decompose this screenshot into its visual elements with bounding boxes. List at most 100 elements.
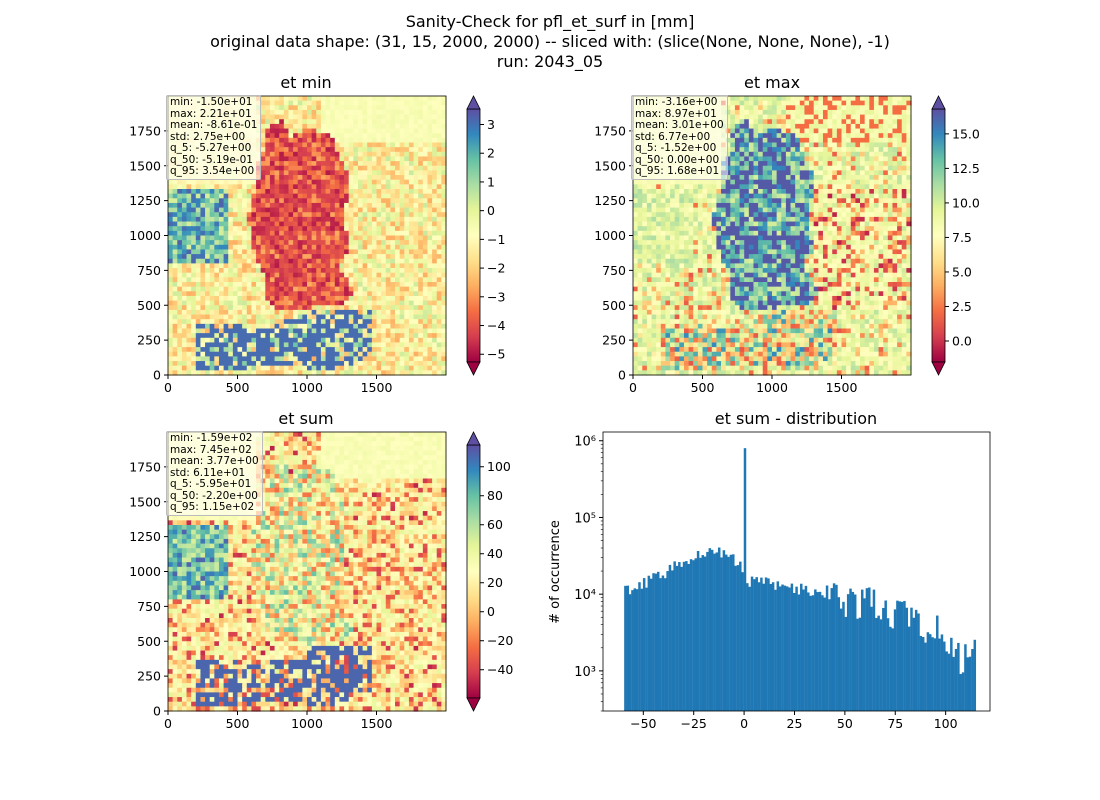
heatmap-cell xyxy=(191,347,197,353)
heatmap-cell xyxy=(237,263,243,269)
x-axis: 0 500 1000 1500 xyxy=(164,375,392,395)
heatmap-cell xyxy=(730,170,736,176)
heatmap-cell xyxy=(232,295,239,302)
heatmap-cell xyxy=(385,337,391,344)
heatmap-cell xyxy=(181,295,188,302)
heatmap-cell xyxy=(214,193,220,199)
heatmap-cell xyxy=(288,133,294,139)
heatmap-cell xyxy=(427,365,433,371)
heatmap-cell xyxy=(260,170,266,176)
heatmap-cell xyxy=(762,109,768,116)
heatmap-cell xyxy=(293,109,299,116)
heatmap-cell xyxy=(381,170,387,176)
heatmap-cell xyxy=(418,119,424,125)
heatmap-cell xyxy=(441,151,447,158)
heatmap-cell xyxy=(297,323,303,330)
heatmap-cell xyxy=(283,258,290,264)
heatmap-cell xyxy=(172,295,178,302)
heatmap-cell xyxy=(265,105,271,111)
heatmap-cell xyxy=(721,189,727,195)
heatmap-cell xyxy=(390,114,396,120)
heatmap-cell xyxy=(181,221,188,227)
heatmap-cell xyxy=(906,123,912,130)
heatmap-cell xyxy=(790,142,796,148)
heatmap-cell xyxy=(441,179,447,185)
heatmap-cell xyxy=(432,114,438,120)
heatmap-cell xyxy=(413,361,419,367)
heatmap-cell xyxy=(408,295,415,302)
heatmap-cell xyxy=(418,309,424,316)
heatmap-cell xyxy=(223,193,229,199)
heatmap-cell xyxy=(357,263,364,269)
heatmap-cell xyxy=(325,356,331,362)
heatmap-cell xyxy=(408,226,415,232)
heatmap-cell xyxy=(195,189,202,195)
heatmap-cell xyxy=(362,123,368,130)
heatmap-cell xyxy=(376,319,382,325)
heatmap-cell xyxy=(744,193,750,199)
heatmap-cell xyxy=(256,184,262,190)
heatmap-cell xyxy=(274,212,280,218)
heatmap-cell xyxy=(385,370,391,376)
heatmap-cell xyxy=(293,151,299,158)
heatmap-cell xyxy=(214,221,220,227)
heatmap-cell xyxy=(186,249,192,255)
heatmap-cell xyxy=(371,333,378,339)
heatmap-cell xyxy=(177,337,183,344)
heatmap-cell xyxy=(223,179,229,185)
heatmap-cell xyxy=(311,244,317,251)
heatmap-cell xyxy=(790,193,796,199)
heatmap-cell xyxy=(228,282,234,288)
heatmap-cell xyxy=(390,291,396,297)
heatmap-cell xyxy=(376,193,382,199)
heatmap-cell xyxy=(186,361,192,367)
heatmap-cell xyxy=(371,258,378,264)
heatmap-cell xyxy=(191,361,197,367)
heatmap-cell xyxy=(841,109,847,116)
heatmap-cell xyxy=(339,254,345,260)
heatmap-cell xyxy=(367,365,373,371)
heatmap-cell xyxy=(432,235,438,241)
heatmap-cell xyxy=(316,119,322,125)
heatmap-cell xyxy=(353,356,359,362)
heatmap-cell xyxy=(436,133,442,139)
heatmap-cell xyxy=(744,96,750,102)
heatmap-cell xyxy=(339,165,345,171)
heatmap-cell xyxy=(274,156,280,162)
heatmap-cell xyxy=(846,175,852,181)
heatmap-cell xyxy=(367,100,373,106)
heatmap-cell xyxy=(901,100,907,106)
heatmap-cell xyxy=(818,105,824,111)
heatmap-cell xyxy=(325,361,331,367)
heatmap-cell xyxy=(376,235,382,241)
heatmap-cell xyxy=(339,240,345,246)
heatmap-cell xyxy=(725,100,731,106)
heatmap-cell xyxy=(344,161,350,167)
heatmap-cell xyxy=(209,226,215,232)
heatmap-cell xyxy=(408,100,415,106)
heatmap-cell xyxy=(283,305,290,311)
heatmap-cell xyxy=(325,240,331,246)
heatmap-cell xyxy=(869,161,875,167)
heatmap-cell xyxy=(441,198,447,204)
heatmap-cell xyxy=(168,328,174,334)
heatmap-cell xyxy=(307,286,313,292)
heatmap-cell xyxy=(385,347,391,353)
heatmap-cell xyxy=(822,96,829,102)
heatmap-cell xyxy=(339,305,345,311)
heatmap-cell xyxy=(656,179,662,185)
heatmap-cell xyxy=(256,202,262,209)
heatmap-cell xyxy=(836,184,843,190)
heatmap-cell xyxy=(232,291,239,297)
heatmap-cell xyxy=(734,156,741,162)
heatmap-cell xyxy=(744,137,750,144)
heatmap-cell xyxy=(288,96,294,102)
heatmap-cell xyxy=(293,184,299,190)
heatmap-cell xyxy=(297,193,303,199)
heatmap-cell xyxy=(395,240,401,246)
heatmap-cell xyxy=(191,291,197,297)
heatmap-cell xyxy=(683,184,690,190)
heatmap-cell xyxy=(283,137,290,144)
heatmap-cell xyxy=(395,254,401,260)
heatmap-cell xyxy=(205,347,211,353)
